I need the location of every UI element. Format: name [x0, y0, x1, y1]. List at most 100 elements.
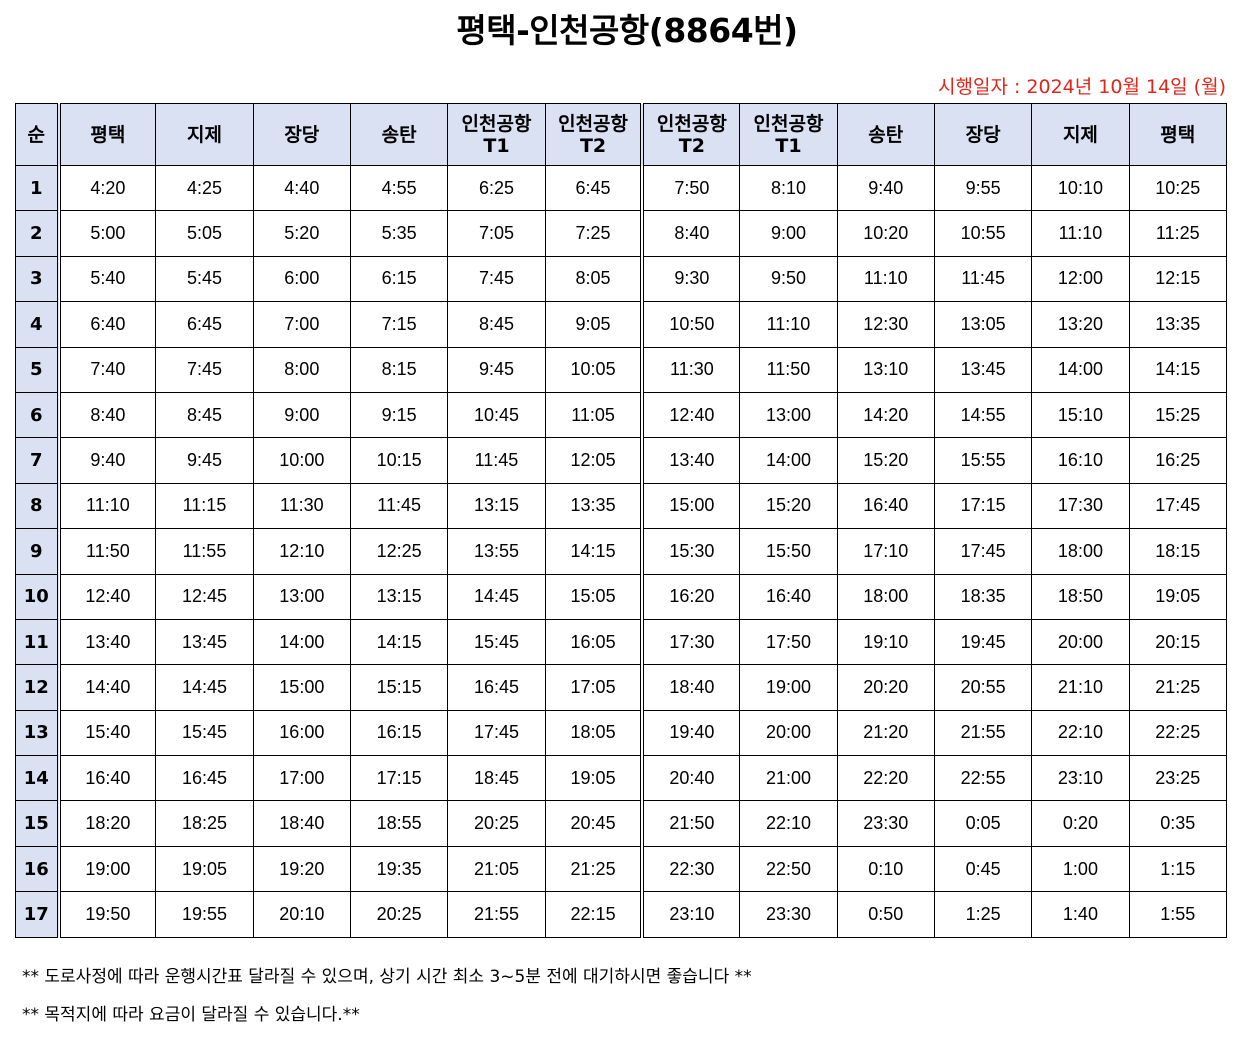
time-cell: 0:45 — [933, 845, 1033, 893]
time-cell: 11:30 — [252, 482, 351, 530]
time-cell: 11:50 — [57, 528, 157, 575]
row-number: 9 — [15, 528, 61, 575]
time-cell: 18:45 — [447, 755, 546, 802]
time-cell: 19:45 — [933, 618, 1033, 666]
time-cell: 5:45 — [155, 255, 254, 303]
column-header-line: T1 — [483, 134, 510, 157]
time-cell: 19:50 — [57, 891, 157, 938]
time-cell: 11:05 — [544, 391, 645, 439]
time-cell: 16:25 — [1128, 437, 1227, 484]
time-cell: 16:45 — [447, 664, 546, 711]
time-cell: 14:45 — [447, 573, 546, 620]
time-cell: 8:15 — [349, 346, 449, 393]
time-cell: 14:45 — [155, 664, 254, 711]
time-cell: 8:40 — [57, 391, 157, 439]
time-cell: 11:50 — [739, 346, 838, 393]
time-cell: 10:25 — [1128, 164, 1227, 212]
time-cell: 18:25 — [155, 800, 254, 847]
time-cell: 18:00 — [1031, 528, 1130, 575]
table-row: 5 7:40 7:45 8:00 8:15 9:45 10:05 11:30 11:50 13:1… — [15, 346, 1227, 393]
time-cell: 21:10 — [1031, 664, 1130, 711]
table-row: 11 13:40 13:45 14:00 14:15 15:45 16:05 17:30 17:… — [15, 618, 1227, 666]
time-cell: 15:20 — [739, 482, 838, 530]
table-row: 6 8:40 8:45 9:00 9:15 10:45 11:05 12:40 13:00 14:… — [15, 391, 1227, 439]
column-header-line: 인천공항 — [558, 112, 629, 135]
column-header: 장당 — [252, 103, 351, 166]
time-cell: 12:05 — [544, 437, 645, 484]
time-cell: 6:40 — [57, 301, 157, 348]
time-cell: 17:15 — [349, 755, 449, 802]
row-number: 3 — [15, 255, 61, 303]
time-cell: 21:55 — [933, 709, 1033, 757]
time-cell: 22:55 — [933, 755, 1033, 802]
time-cell: 5:00 — [57, 210, 157, 257]
time-cell: 9:50 — [739, 255, 838, 303]
column-header-line: 지제 — [187, 123, 222, 146]
time-cell: 4:20 — [57, 164, 157, 212]
time-cell: 19:55 — [155, 891, 254, 938]
time-cell: 23:25 — [1128, 755, 1227, 802]
time-cell: 6:45 — [544, 164, 645, 212]
time-cell: 6:25 — [447, 164, 546, 212]
time-cell: 22:30 — [641, 845, 741, 893]
time-cell: 20:15 — [1128, 618, 1227, 666]
time-cell: 21:05 — [447, 845, 546, 893]
table-row: 3 5:40 5:45 6:00 6:15 7:45 8:05 9:30 9:50 11:10 11… — [15, 255, 1227, 303]
table-row: 1 4:20 4:25 4:40 4:55 6:25 6:45 7:50 8:10 9:40 9:5… — [15, 164, 1227, 212]
time-cell: 13:35 — [544, 482, 645, 530]
time-cell: 7:05 — [447, 210, 546, 257]
time-cell: 10:45 — [447, 391, 546, 439]
time-cell: 22:15 — [544, 891, 645, 938]
time-cell: 13:15 — [447, 482, 546, 530]
table-row: 4 6:40 6:45 7:00 7:15 8:45 9:05 10:50 11:10 12:30… — [15, 301, 1227, 348]
time-cell: 20:40 — [641, 755, 741, 802]
time-cell: 21:25 — [544, 845, 645, 893]
time-cell: 0:50 — [836, 891, 935, 938]
time-cell: 7:00 — [252, 301, 351, 348]
time-cell: 13:05 — [933, 301, 1033, 348]
time-cell: 15:15 — [349, 664, 449, 711]
time-cell: 18:50 — [1031, 573, 1130, 620]
time-cell: 11:10 — [57, 482, 157, 530]
time-cell: 6:00 — [252, 255, 351, 303]
column-header-line: 인천공항 — [461, 112, 532, 135]
time-cell: 15:20 — [836, 437, 935, 484]
table-row: 8 11:10 11:15 11:30 11:45 13:15 13:35 15:00 15:2… — [15, 482, 1227, 530]
time-cell: 16:40 — [836, 482, 935, 530]
time-cell: 23:30 — [836, 800, 935, 847]
time-cell: 15:30 — [641, 528, 741, 575]
row-number: 15 — [15, 800, 61, 847]
time-cell: 14:55 — [933, 391, 1033, 439]
time-cell: 8:45 — [447, 301, 546, 348]
time-cell: 11:10 — [1031, 210, 1130, 257]
time-cell: 0:05 — [933, 800, 1033, 847]
row-number: 6 — [15, 391, 61, 439]
table-row: 13 15:40 15:45 16:00 16:15 17:45 18:05 19:40 20:… — [15, 709, 1227, 757]
time-cell: 15:55 — [933, 437, 1033, 484]
time-cell: 7:15 — [349, 301, 449, 348]
time-cell: 20:25 — [447, 800, 546, 847]
time-cell: 19:05 — [155, 845, 254, 893]
column-header: 송탄 — [836, 103, 935, 166]
time-cell: 10:10 — [1031, 164, 1130, 212]
time-cell: 17:50 — [739, 618, 838, 666]
time-cell: 18:40 — [641, 664, 741, 711]
time-cell: 18:15 — [1128, 528, 1227, 575]
time-cell: 21:00 — [739, 755, 838, 802]
column-header-line: T1 — [775, 134, 802, 157]
time-cell: 12:40 — [57, 573, 157, 620]
time-cell: 16:20 — [641, 573, 741, 620]
time-cell: 11:10 — [836, 255, 935, 303]
time-cell: 13:20 — [1031, 301, 1130, 348]
time-cell: 19:05 — [1128, 573, 1227, 620]
time-cell: 7:25 — [544, 210, 645, 257]
time-cell: 23:30 — [739, 891, 838, 938]
time-cell: 11:25 — [1128, 210, 1227, 257]
column-header: 지제 — [1031, 103, 1130, 166]
time-cell: 13:40 — [641, 437, 741, 484]
column-header: 인천공항 T2 — [544, 103, 645, 166]
time-cell: 13:15 — [349, 573, 449, 620]
time-cell: 18:35 — [933, 573, 1033, 620]
time-cell: 11:55 — [155, 528, 254, 575]
column-header-line: 장당 — [284, 123, 320, 146]
